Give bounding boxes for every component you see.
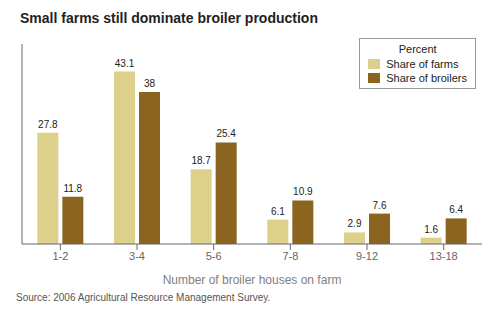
svg-text:7-8: 7-8 — [282, 250, 298, 262]
svg-text:3-4: 3-4 — [129, 250, 145, 262]
svg-text:6.4: 6.4 — [449, 204, 463, 215]
svg-text:7.6: 7.6 — [373, 200, 387, 211]
html-text:Small farms still dominate bro: Small farms still dominate broiler produ… — [20, 10, 318, 26]
svg-text:13-18: 13-18 — [430, 250, 458, 262]
svg-text:25.4: 25.4 — [216, 128, 236, 139]
svg-text:11.8: 11.8 — [63, 183, 82, 194]
html-text:Source: 2006 Agricultural Reso: Source: 2006 Agricultural Resource Manag… — [16, 292, 271, 303]
svg-text:Number of broiler houses on fa: Number of broiler houses on farm — [163, 273, 342, 287]
svg-text:9-12: 9-12 — [356, 250, 378, 262]
html-text:Share of farms: Share of farms — [386, 58, 459, 70]
svg-text:27.8: 27.8 — [38, 119, 58, 130]
svg-text:6.1: 6.1 — [271, 206, 285, 217]
svg-text:18.7: 18.7 — [191, 155, 211, 166]
svg-text:10.9: 10.9 — [293, 186, 313, 197]
html-text:Percent: Percent — [398, 43, 437, 55]
svg-text:2.9: 2.9 — [348, 218, 362, 229]
svg-text:5-6: 5-6 — [206, 250, 222, 262]
svg-text:38: 38 — [144, 78, 156, 89]
svg-text:1.6: 1.6 — [424, 224, 438, 235]
svg-text:43.1: 43.1 — [115, 58, 135, 69]
svg-text:1-2: 1-2 — [52, 250, 68, 262]
html-text:Share of broilers: Share of broilers — [386, 72, 467, 84]
